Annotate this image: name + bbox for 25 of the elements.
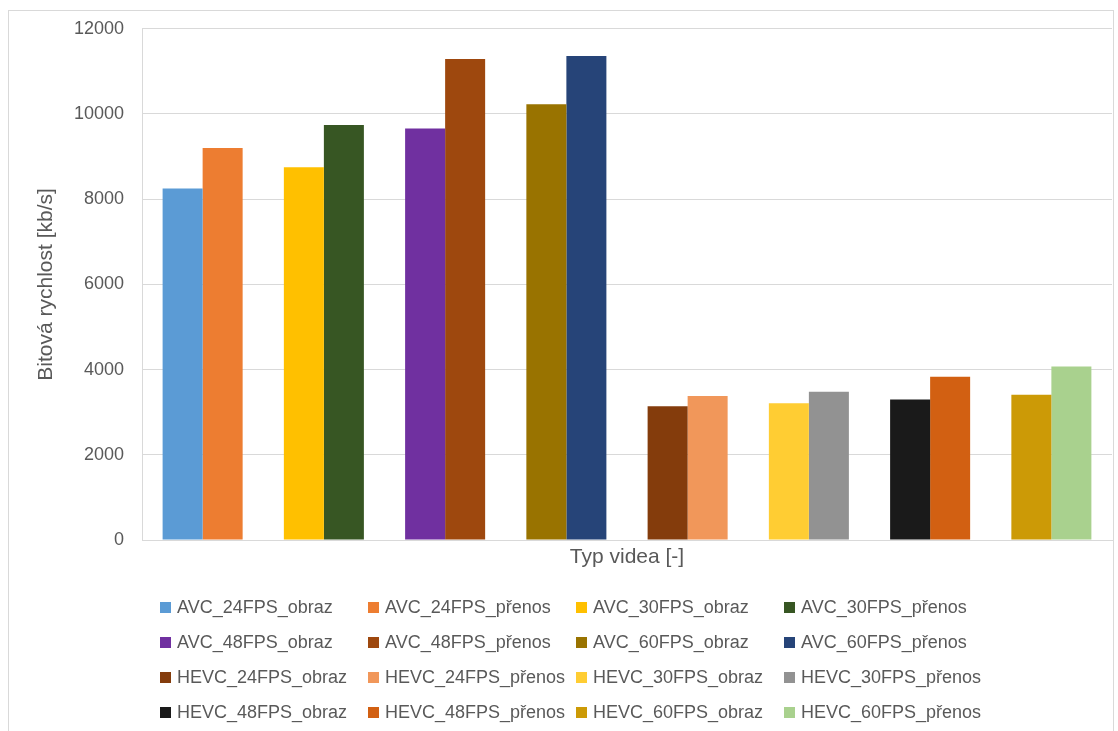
y-tick-label: 12000 bbox=[73, 17, 124, 38]
y-tick-label: 4000 bbox=[83, 358, 124, 379]
legend-label: AVC_60FPS_obraz bbox=[593, 632, 749, 653]
legend-label: AVC_48FPS_přenos bbox=[385, 632, 551, 653]
legend-label: AVC_30FPS_obraz bbox=[593, 597, 749, 618]
legend-label: HEVC_48FPS_obraz bbox=[177, 702, 348, 723]
y-tick-label: 2000 bbox=[83, 443, 124, 464]
x-axis-title: Typ videa [-] bbox=[569, 544, 685, 568]
legend-label: AVC_60FPS_přenos bbox=[801, 632, 967, 653]
legend-label: AVC_24FPS_obraz bbox=[177, 597, 333, 618]
y-tick-label: 8000 bbox=[83, 188, 124, 209]
legend-label: HEVC_48FPS_přenos bbox=[385, 702, 566, 723]
y-axis-title: Bitová rychlost [kb/s] bbox=[33, 188, 57, 381]
legend-label: HEVC_30FPS_přenos bbox=[801, 667, 982, 688]
y-tick-label: 0 bbox=[113, 528, 124, 549]
y-tick-label: 6000 bbox=[83, 273, 124, 294]
legend-label: AVC_48FPS_obraz bbox=[177, 632, 333, 653]
legend-label: AVC_30FPS_přenos bbox=[801, 597, 967, 618]
legend-label: HEVC_30FPS_obraz bbox=[593, 667, 764, 688]
legend-label: HEVC_60FPS_obraz bbox=[593, 702, 764, 723]
legend-label: HEVC_24FPS_přenos bbox=[385, 667, 566, 688]
y-tick-label: 10000 bbox=[73, 102, 124, 123]
legend-label: HEVC_60FPS_přenos bbox=[801, 702, 982, 723]
legend-label: HEVC_24FPS_obraz bbox=[177, 667, 348, 688]
legend-label: AVC_24FPS_přenos bbox=[385, 597, 551, 618]
